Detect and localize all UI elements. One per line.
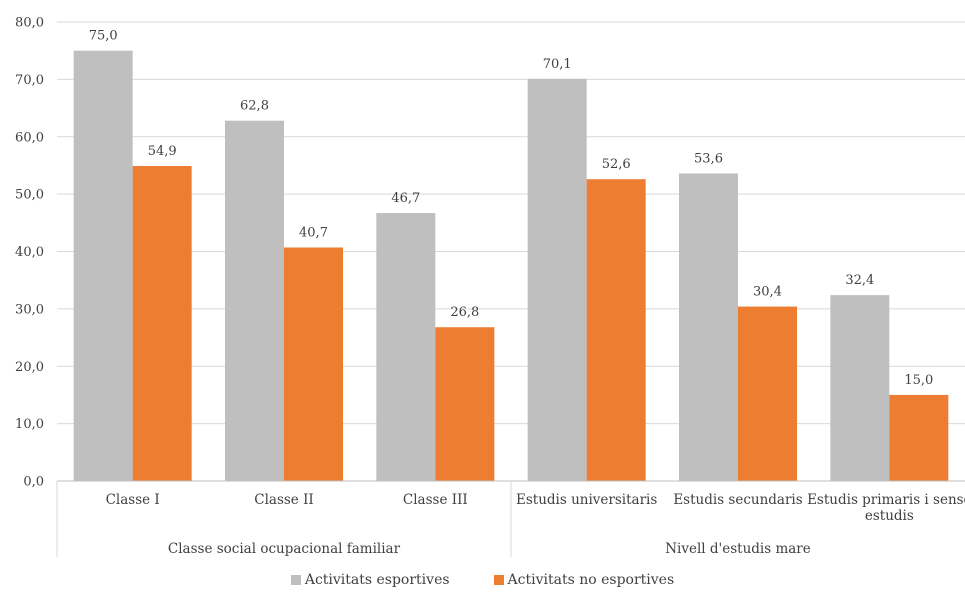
- category-label: Classe I: [106, 492, 160, 508]
- data-label: 70,1: [543, 57, 572, 72]
- legend-label-no-esportives: Activitats no esportives: [507, 572, 675, 588]
- data-label: 15,0: [904, 373, 933, 388]
- y-tick-label: 30,0: [15, 302, 44, 317]
- category-label: Classe II: [254, 492, 314, 508]
- bars: [73, 50, 949, 482]
- category-label: Estudis universitaris: [516, 492, 657, 508]
- y-tick-label: 40,0: [15, 245, 44, 260]
- y-tick-label: 80,0: [15, 16, 44, 31]
- y-tick-label: 70,0: [15, 73, 44, 88]
- bar: [586, 179, 646, 481]
- bar: [73, 50, 133, 481]
- data-label: 32,4: [845, 273, 874, 288]
- bar: [889, 394, 949, 481]
- data-label: 30,4: [753, 285, 782, 300]
- bar: [527, 78, 587, 482]
- data-label: 46,7: [391, 191, 420, 206]
- x-axis: [56, 480, 965, 557]
- y-tick-label: 10,0: [15, 417, 44, 432]
- y-tick-label: 0,0: [23, 475, 44, 490]
- data-label: 75,0: [89, 29, 118, 44]
- category-labels: Classe I Classe II Classe III Estudis unive…: [106, 492, 965, 524]
- data-label: 40,7: [299, 225, 328, 240]
- group-label: Nivell d'estudis mare: [665, 541, 811, 557]
- bar: [830, 295, 890, 481]
- category-label: Estudis primaris i sense estudis: [807, 492, 965, 524]
- legend-item-esportives: Activitats esportives: [290, 572, 450, 588]
- data-labels: 75,0 54,9 62,8 40,7 46,7 26,8 70,1 52,6 53,6 30,4…: [89, 29, 934, 388]
- y-tick-label: 20,0: [15, 360, 44, 375]
- gridlines: [57, 21, 965, 482]
- legend: Activitats esportives Activitats no espo…: [0, 572, 965, 588]
- bar: [679, 173, 738, 481]
- data-label: 54,9: [148, 144, 177, 159]
- data-label: 53,6: [694, 151, 723, 166]
- legend-label-esportives: Activitats esportives: [304, 572, 450, 588]
- legend-swatch-esportives: [290, 575, 301, 585]
- y-tick-label: 50,0: [15, 188, 44, 203]
- legend-item-no-esportives: Activitats no esportives: [493, 572, 675, 588]
- category-label: Classe III: [403, 492, 468, 508]
- data-label: 52,6: [602, 157, 631, 172]
- bar: [132, 166, 192, 482]
- bar: [284, 247, 343, 481]
- bar-chart: 0,0 10,0 20,0 30,0 40,0 50,0 60,0 70,0 80,0 75,0…: [15, 16, 965, 557]
- legend-swatch-no-esportives: [493, 575, 504, 585]
- y-tick-label: 60,0: [15, 130, 44, 145]
- data-label: 62,8: [240, 99, 269, 114]
- group-labels: Classe social ocupacional familiar Nivell…: [168, 541, 811, 557]
- category-label: Estudis secundaris: [673, 492, 802, 508]
- bar: [738, 306, 797, 481]
- group-label: Classe social ocupacional familiar: [168, 541, 401, 557]
- bar: [435, 327, 495, 481]
- bar: [376, 213, 436, 481]
- data-label: 26,8: [450, 305, 479, 320]
- y-axis-ticks: 0,0 10,0 20,0 30,0 40,0 50,0 60,0 70,0 80,0: [15, 16, 44, 490]
- bar: [225, 120, 284, 481]
